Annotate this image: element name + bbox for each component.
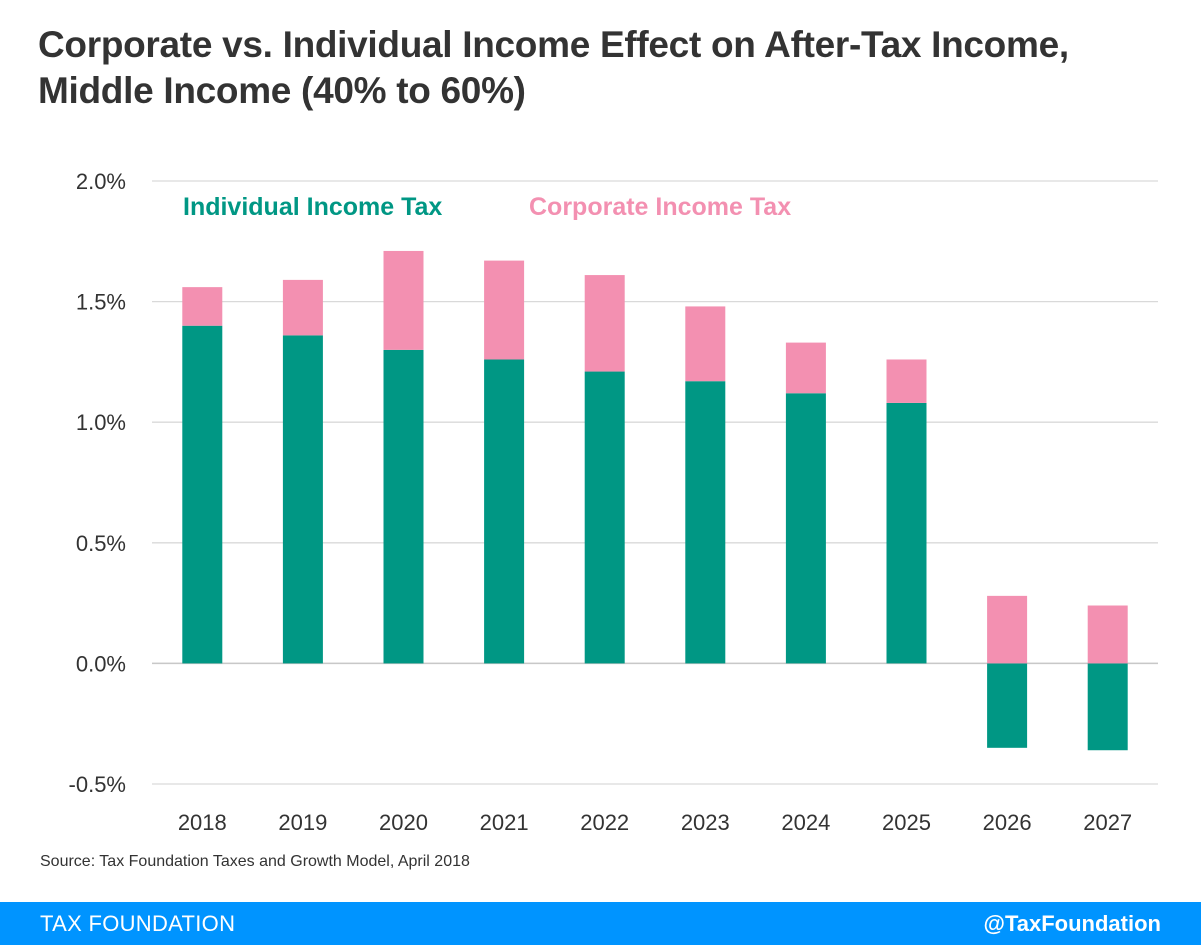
bar-corporate-income-tax [785, 342, 826, 394]
x-tick-label: 2018 [178, 810, 227, 835]
x-tick-label: 2019 [278, 810, 327, 835]
bar-corporate-income-tax [987, 595, 1028, 664]
y-tick-label: 1.0% [76, 410, 126, 435]
chart: 2.0% 1.5% 1.0% 0.5% 0.0% -0.5% 2018 2019 2020 202… [69, 169, 1158, 835]
y-tick-label: 0.5% [76, 531, 126, 556]
bar-corporate-income-tax [685, 306, 726, 382]
bar-individual-income-tax [584, 371, 625, 664]
x-tick-label: 2023 [681, 810, 730, 835]
y-tick-label: -0.5% [69, 772, 126, 797]
x-tick-label: 2021 [480, 810, 529, 835]
bar-individual-income-tax [1087, 663, 1128, 751]
y-tick-label: 2.0% [76, 169, 126, 194]
bar-individual-income-tax [785, 393, 826, 664]
x-tick-label: 2025 [882, 810, 931, 835]
legend-corporate-income-tax: Corporate Income Tax [529, 193, 791, 221]
bar-individual-income-tax [484, 359, 525, 664]
bar-individual-income-tax [987, 663, 1028, 748]
x-tick-label: 2022 [580, 810, 629, 835]
y-tick-label: 1.5% [76, 290, 126, 315]
bar-corporate-income-tax [484, 260, 525, 360]
footer-bar: TAX FOUNDATION @TaxFoundation [0, 902, 1201, 945]
x-tick-label: 2020 [379, 810, 428, 835]
footer-brand: TAX FOUNDATION [40, 911, 236, 936]
bar-corporate-income-tax [182, 287, 223, 326]
chart-title: Corporate vs. Individual Income Effect o… [38, 24, 1069, 111]
bar-corporate-income-tax [1087, 605, 1128, 664]
bar-individual-income-tax [383, 349, 424, 664]
x-tick-label: 2026 [983, 810, 1032, 835]
bar-corporate-income-tax [886, 359, 927, 403]
bar-corporate-income-tax [584, 275, 625, 372]
y-tick-label: 0.0% [76, 651, 126, 676]
bar-individual-income-tax [685, 381, 726, 664]
bar-individual-income-tax [182, 325, 223, 664]
legend-individual-income-tax: Individual Income Tax [183, 193, 442, 221]
x-tick-label: 2027 [1083, 810, 1132, 835]
bar-corporate-income-tax [383, 250, 424, 350]
footer-handle: @TaxFoundation [983, 911, 1161, 936]
bar-individual-income-tax [886, 402, 927, 664]
bar-corporate-income-tax [282, 279, 323, 336]
x-tick-label: 2024 [781, 810, 830, 835]
bar-individual-income-tax [282, 335, 323, 664]
source-note: Source: Tax Foundation Taxes and Growth … [40, 853, 470, 870]
